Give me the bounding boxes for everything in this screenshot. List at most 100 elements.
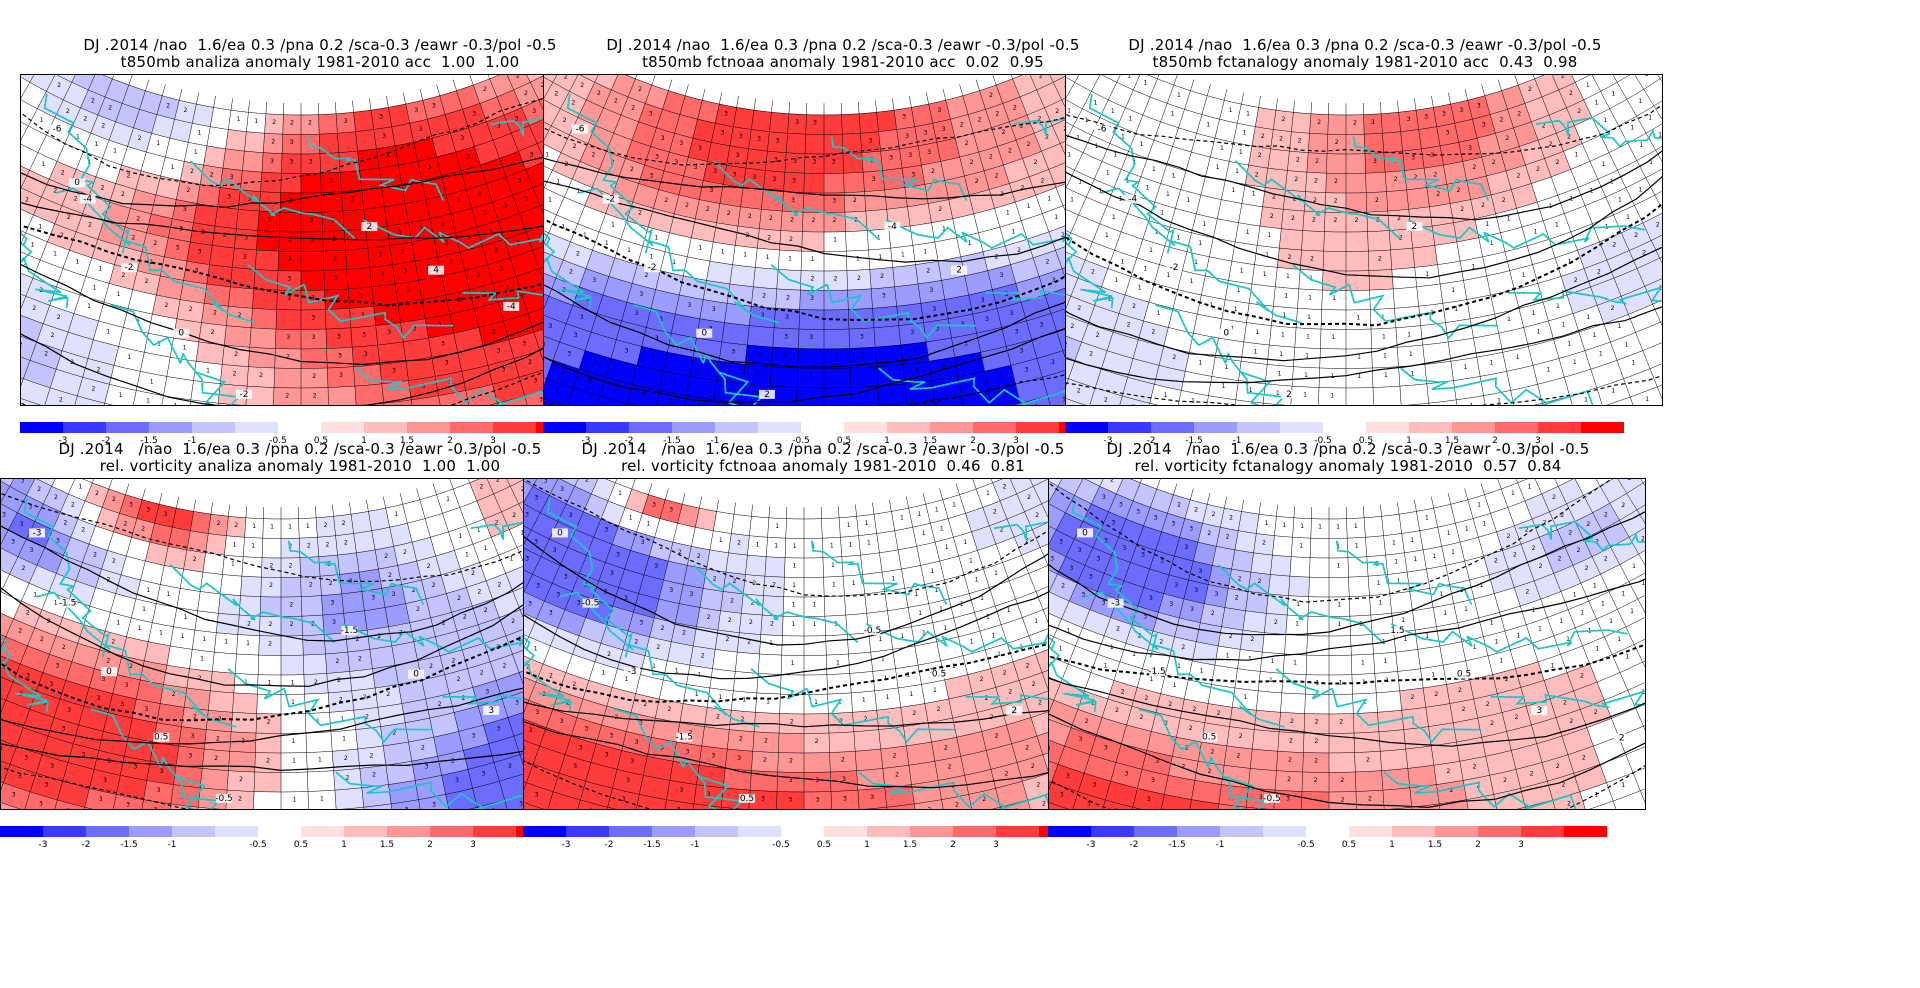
grid-value: 3 xyxy=(483,210,487,217)
map-panel-vort-fctnoaa: DJ .2014 /nao 1.6/ea 0.3 /pna 0.2 /sca-0… xyxy=(523,440,1123,900)
grid-value: 2 xyxy=(483,86,487,93)
grid-value: 3 xyxy=(337,333,341,340)
grid-value: 1 xyxy=(244,679,248,686)
grid-value: 3 xyxy=(810,295,814,302)
grid-value: 2 xyxy=(335,658,339,665)
grid-value: 1 xyxy=(159,629,163,636)
grid-value: 1 xyxy=(1203,221,1207,228)
grid-value: 2 xyxy=(358,656,362,663)
grid-value: 3 xyxy=(310,237,314,244)
grid-value: 3 xyxy=(609,733,613,740)
grid-value: 3 xyxy=(188,752,192,759)
lat-lon-grid xyxy=(1066,75,1662,405)
grid-value: 1 xyxy=(1220,145,1224,152)
shade-cell xyxy=(753,712,781,734)
grid-value: 2 xyxy=(728,617,732,624)
grid-value: 3 xyxy=(482,770,486,777)
coastline-segment xyxy=(110,304,241,405)
shade-cell xyxy=(823,172,845,194)
grid-value: 3 xyxy=(2,512,6,519)
grid-value: 1 xyxy=(292,738,296,745)
grid-value: 2 xyxy=(564,75,568,80)
shade-cell xyxy=(752,267,779,290)
contour-label-group: -6-2-2024-42 xyxy=(572,124,968,400)
grid-value: 1 xyxy=(119,392,123,399)
grid-value: 3 xyxy=(378,252,382,259)
grid-value: 2 xyxy=(1312,216,1316,223)
grid-value: 3 xyxy=(472,733,476,740)
grid-value: 1 xyxy=(1146,185,1150,192)
grid-value: 2 xyxy=(83,116,87,123)
grid-value: 2 xyxy=(1378,255,1382,262)
grid-value: 2 xyxy=(857,275,861,282)
grid-value: 3 xyxy=(534,495,538,502)
meridian-line xyxy=(524,479,579,593)
grid-value: 3 xyxy=(604,527,608,534)
grid-value: 2 xyxy=(960,121,964,128)
grid-value: 1 xyxy=(267,680,271,687)
shade-cell xyxy=(228,750,256,773)
colorbar-pos-swatch xyxy=(321,422,364,433)
grid-value: 2 xyxy=(438,701,442,708)
grid-value: 3 xyxy=(905,133,909,140)
shade-cell xyxy=(222,148,245,171)
colorbar-neg-label: -1 xyxy=(1232,436,1242,446)
panel-title-line1: DJ .2014 /nao 1.6/ea 0.3 /pna 0.2 /sca-0… xyxy=(581,440,1065,458)
grid-value: 1 xyxy=(1286,273,1290,280)
grid-value: 3 xyxy=(364,351,368,358)
grid-value: 1 xyxy=(918,610,922,617)
grid-value: 1 xyxy=(1256,329,1260,336)
grid-value: 1 xyxy=(1166,272,1170,279)
grid-value: 3 xyxy=(21,479,25,484)
grid-value: 2 xyxy=(1061,232,1065,239)
contour-label: -4 xyxy=(888,222,897,232)
grid-value: 2 xyxy=(503,662,507,669)
grid-value: 2 xyxy=(495,520,499,527)
grid-value: 2 xyxy=(1597,269,1601,276)
shade-cell xyxy=(327,385,357,405)
coastline-segment xyxy=(1155,304,1286,405)
contour-label: 0 xyxy=(413,670,419,680)
grid-value: 2 xyxy=(1549,141,1553,148)
grid-value: 3 xyxy=(460,135,464,142)
grid-value: 2 xyxy=(569,269,573,276)
shade-cell xyxy=(1291,111,1312,134)
shade-cell xyxy=(1267,148,1290,171)
meridian-line xyxy=(1612,75,1662,162)
grid-value: 1 xyxy=(150,379,154,386)
colorbar-neg-label: -1 xyxy=(710,436,720,446)
grid-value: 1 xyxy=(1222,383,1226,390)
grid-value: 3 xyxy=(287,276,291,283)
colorbar-pos-label: 3 xyxy=(470,840,476,850)
grid-value: 2 xyxy=(63,520,67,527)
grid-value: 2 xyxy=(638,210,642,217)
shade-cell xyxy=(341,591,365,614)
colorbar-neg-swatch xyxy=(192,422,235,433)
grid-value: 1 xyxy=(1121,258,1125,265)
grid-value: 2 xyxy=(403,549,407,556)
grid-value: 3 xyxy=(924,130,928,137)
grid-value: 1 xyxy=(1027,203,1031,210)
grid-value: 3 xyxy=(942,126,946,133)
parallel-line xyxy=(1066,213,1662,291)
grid-value: 1 xyxy=(293,797,297,804)
grid-value: 2 xyxy=(365,714,369,721)
grid-value: 3 xyxy=(535,792,539,799)
grid-value: 2 xyxy=(980,676,984,683)
colorbar: -3 -2 -1.5 -1 -0.5 0.5 1 1.5 2 3 xyxy=(0,826,600,866)
grid-value: 2 xyxy=(741,716,745,723)
grid-value: 3 xyxy=(56,538,60,545)
grid-value: 1 xyxy=(1645,396,1649,403)
grid-value: 2 xyxy=(1042,800,1046,807)
grid-value: 3 xyxy=(289,198,293,205)
colorbar-neg-label: -1.5 xyxy=(1185,436,1203,446)
shade-cell xyxy=(334,787,365,809)
grid-value: 1 xyxy=(224,638,228,645)
grid-value: 1 xyxy=(1308,294,1312,301)
grid-value: 1 xyxy=(1166,191,1170,198)
shade-cell xyxy=(864,189,887,212)
grid-value: 2 xyxy=(516,75,520,79)
grid-value: 2 xyxy=(1334,198,1338,205)
shade-cell xyxy=(252,288,278,310)
coastline-segment xyxy=(1100,187,1302,324)
